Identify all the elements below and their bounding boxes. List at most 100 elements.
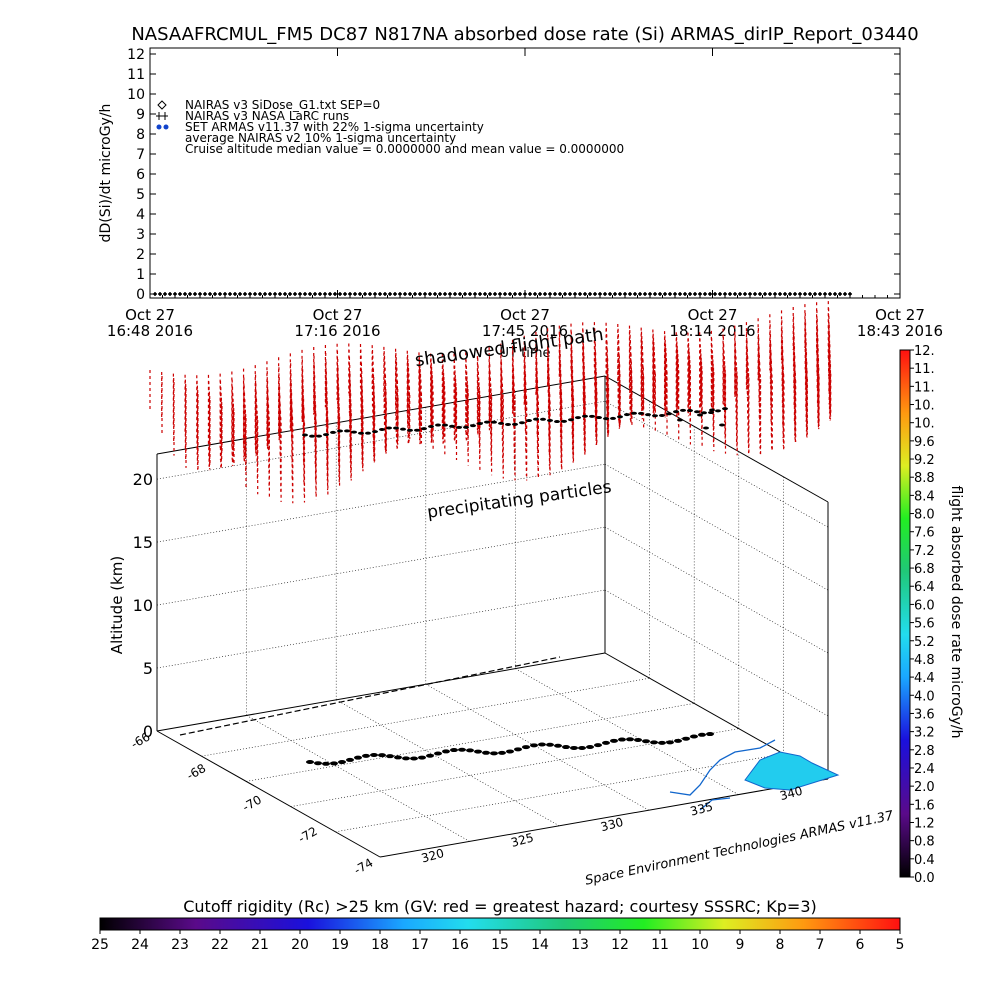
top-x-tick-label-date: Oct 27	[875, 306, 925, 324]
dose-rate-point	[532, 291, 538, 297]
top-y-tick-label: 4	[136, 207, 145, 223]
dose-rate-colorbar-tick-label: 2.0	[914, 780, 935, 795]
dose-rate-colorbar	[899, 349, 911, 878]
dose-rate-point	[362, 291, 368, 297]
track-point-ground	[674, 738, 682, 743]
top-x-tick-label-date: Oct 27	[125, 306, 175, 324]
track-point-altitude	[393, 426, 399, 430]
track-point-ground	[538, 742, 546, 747]
floor-gridline	[425, 683, 649, 811]
track-point-ground	[578, 745, 586, 750]
dose-rate-point	[372, 291, 378, 297]
dose-rate-colorbar-tick-label: 7.6	[914, 526, 935, 541]
legend-dot-icon	[156, 124, 162, 130]
cutoff-rigidity-colorbar	[99, 917, 901, 931]
cutoff-rigidity-colorbar-ticks: 25 24 23 22 21 20 19 18 17 16 15 14 13 12 11 10 9 8 7 6 5	[91, 930, 904, 953]
legend-entry: SET ARMAS v11.37 with 22% 1-sigma uncert…	[185, 120, 484, 134]
dose-rate-point	[832, 291, 838, 297]
floor-edge	[156, 652, 606, 732]
track-point-ground	[450, 748, 458, 753]
track-point-ground	[490, 751, 498, 756]
dose-rate-colorbar-tick-label: 11.	[914, 362, 935, 377]
dose-rate-colorbar-tick-label: 2.4	[914, 762, 935, 777]
track-point-ground	[594, 743, 602, 748]
dose-rate-point	[197, 291, 203, 297]
wall-gridline	[156, 589, 606, 669]
track-point-ground	[530, 743, 538, 748]
track-point-ground	[522, 745, 530, 750]
dose-rate-point	[842, 291, 848, 297]
dose-rate-point	[187, 291, 193, 297]
cutoff-colorbar-tick-label: 10	[691, 937, 709, 953]
longitude-axis: 320 325 330 335 340	[420, 784, 804, 866]
legend-entry: NAIRAS v3 NASA LaRC runs	[185, 109, 349, 123]
dose-rate-colorbar-tick-label: 11.	[914, 380, 935, 395]
track-point-altitude	[512, 422, 518, 426]
track-point-altitude	[719, 423, 725, 427]
dose-rate-point	[827, 291, 833, 297]
chart-title: NASAAFRCMUL_FM5 DC87 N817NA absorbed dos…	[131, 24, 918, 45]
track-point-altitude	[449, 424, 455, 428]
dose-rate-colorbar-tick-label: 10.	[914, 417, 935, 432]
floor-gridline	[336, 699, 560, 827]
dose-rate-point	[587, 291, 593, 297]
dose-rate-point	[307, 291, 313, 297]
dose-rate-point	[592, 291, 598, 297]
track-point-ground	[666, 740, 674, 745]
track-point-altitude	[386, 426, 392, 430]
altitude-tick-label: 15	[133, 533, 153, 552]
dose-rate-point	[742, 291, 748, 297]
track-point-altitude	[561, 419, 567, 423]
dose-rate-point	[417, 291, 423, 297]
track-point-ground	[586, 745, 594, 750]
longitude-tick-label: 340	[778, 784, 804, 803]
dose-rate-point	[172, 291, 178, 297]
coastline-path	[699, 797, 731, 811]
dose-rate-point	[802, 291, 808, 297]
dose-rate-point	[427, 291, 433, 297]
top-x-tick-label-time: 18:14 2016	[669, 322, 755, 340]
dose-rate-colorbar-tick-label: 3.2	[914, 726, 935, 741]
altitude-axis: 0 5 10 15 20	[133, 470, 153, 741]
top-x-tick-label-time: 17:16 2016	[294, 322, 380, 340]
dose-rate-point	[682, 291, 688, 297]
dose-rate-colorbar-tick-label: 8.4	[914, 489, 935, 504]
dose-rate-point	[452, 291, 458, 297]
dose-rate-point	[302, 291, 308, 297]
dose-rate-point	[447, 291, 453, 297]
track-point-ground	[442, 749, 450, 754]
track-point-altitude	[554, 420, 560, 424]
altitude-axis-label: Altitude (km)	[108, 556, 126, 654]
top-y-tick-label: 6	[136, 167, 145, 183]
track-point-ground	[330, 761, 338, 766]
dose-rate-point	[657, 291, 663, 297]
dose-rate-point	[467, 291, 473, 297]
track-point-altitude	[302, 433, 308, 437]
dose-rate-colorbar-tick-label: 8.8	[914, 471, 935, 486]
track-point-altitude	[379, 427, 385, 431]
wall-gridline	[156, 463, 606, 543]
dose-rate-point	[392, 291, 398, 297]
track-point-altitude	[309, 434, 315, 438]
dose-rate-colorbar-tick-label: 0.4	[914, 853, 935, 868]
dose-rate-point	[662, 291, 668, 297]
track-point-altitude	[456, 425, 462, 429]
precipitating-particles-dashes	[149, 301, 832, 504]
cutoff-colorbar-tick-label: 15	[491, 937, 509, 953]
dose-rate-point	[382, 291, 388, 297]
track-point-altitude	[428, 424, 434, 428]
track-point-altitude	[638, 411, 644, 415]
dose-rate-point	[542, 291, 548, 297]
track-point-ground	[682, 736, 690, 741]
dose-rate-point	[712, 291, 718, 297]
track-point-altitude	[659, 413, 665, 417]
track-point-altitude	[645, 413, 651, 417]
dose-rate-point	[272, 291, 278, 297]
dose-rate-point	[282, 291, 288, 297]
dose-rate-point	[537, 291, 543, 297]
dose-rate-point	[457, 291, 463, 297]
track-point-altitude	[526, 419, 532, 423]
track-point-altitude	[697, 413, 703, 417]
dose-rate-point	[702, 291, 708, 297]
